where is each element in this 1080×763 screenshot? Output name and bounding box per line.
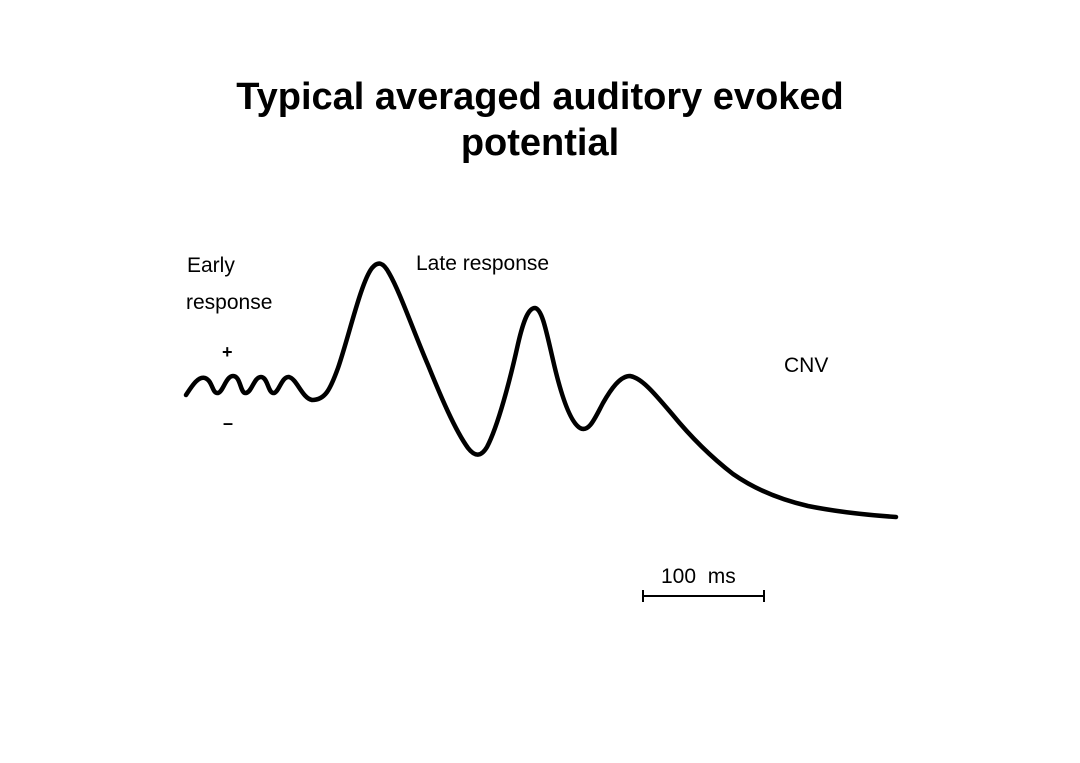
title-line-1: Typical averaged auditory evoked [236,76,844,118]
title-line-2: potential [460,122,620,164]
negative-polarity-marker: – [223,413,233,433]
late-response-label: Late response [416,252,549,275]
early-response-label-line-1: Early [187,254,235,277]
early-response-label-line-2: response [186,291,272,314]
slide-title: Typical averaged auditory evoked potenti… [0,74,1080,166]
cnv-label: CNV [784,354,828,377]
time-scale-label: 100 ms [661,565,736,588]
positive-polarity-marker: + [222,342,233,362]
time-scale-bar [642,590,765,602]
evoked-potential-waveform [183,261,899,520]
